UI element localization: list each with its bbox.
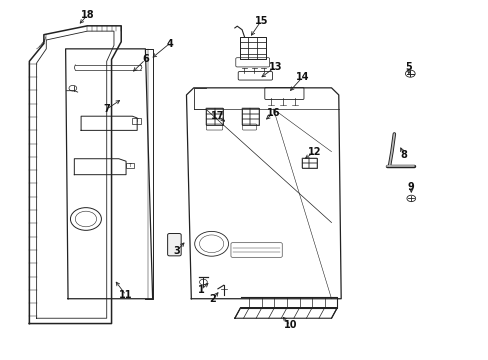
Bar: [214, 108, 223, 114]
Text: 9: 9: [407, 182, 414, 192]
Text: 5: 5: [405, 62, 411, 72]
Text: 14: 14: [295, 72, 308, 82]
Bar: [214, 114, 223, 120]
Bar: [205, 114, 214, 120]
Text: 6: 6: [142, 54, 148, 64]
Bar: [308, 163, 316, 168]
Bar: [250, 114, 258, 120]
Text: 3: 3: [173, 246, 180, 256]
Bar: [239, 54, 248, 59]
Bar: [301, 158, 316, 168]
FancyBboxPatch shape: [167, 234, 181, 256]
Bar: [239, 37, 265, 59]
Bar: [242, 108, 250, 114]
Bar: [257, 42, 265, 48]
Bar: [214, 120, 223, 125]
Text: 16: 16: [266, 108, 280, 118]
Bar: [239, 48, 248, 54]
Bar: [242, 120, 250, 125]
Text: 7: 7: [103, 104, 110, 114]
Bar: [205, 108, 223, 125]
Bar: [126, 163, 134, 168]
Bar: [248, 54, 257, 59]
Bar: [250, 108, 258, 114]
Text: T: T: [135, 118, 138, 123]
Text: 12: 12: [307, 147, 321, 157]
Bar: [242, 114, 250, 120]
Text: 13: 13: [268, 62, 282, 72]
Bar: [248, 42, 257, 48]
Bar: [257, 54, 265, 59]
Text: 4: 4: [166, 39, 173, 49]
Text: 17: 17: [211, 111, 224, 121]
Bar: [205, 108, 214, 114]
Text: 1: 1: [197, 285, 204, 295]
Bar: [239, 37, 248, 42]
Bar: [248, 37, 257, 42]
Text: 2: 2: [209, 294, 216, 304]
Bar: [308, 158, 316, 163]
Bar: [301, 158, 308, 163]
Bar: [257, 48, 265, 54]
Bar: [132, 118, 141, 124]
Bar: [239, 42, 248, 48]
Text: 10: 10: [283, 320, 297, 330]
Bar: [248, 48, 257, 54]
Bar: [301, 163, 308, 168]
Bar: [250, 120, 258, 125]
Bar: [242, 108, 258, 125]
Bar: [257, 37, 265, 42]
Text: 8: 8: [400, 150, 407, 160]
Text: 15: 15: [254, 15, 267, 26]
Text: T: T: [128, 163, 131, 168]
Text: 11: 11: [119, 290, 133, 300]
Bar: [205, 120, 214, 125]
Text: 18: 18: [81, 10, 94, 20]
